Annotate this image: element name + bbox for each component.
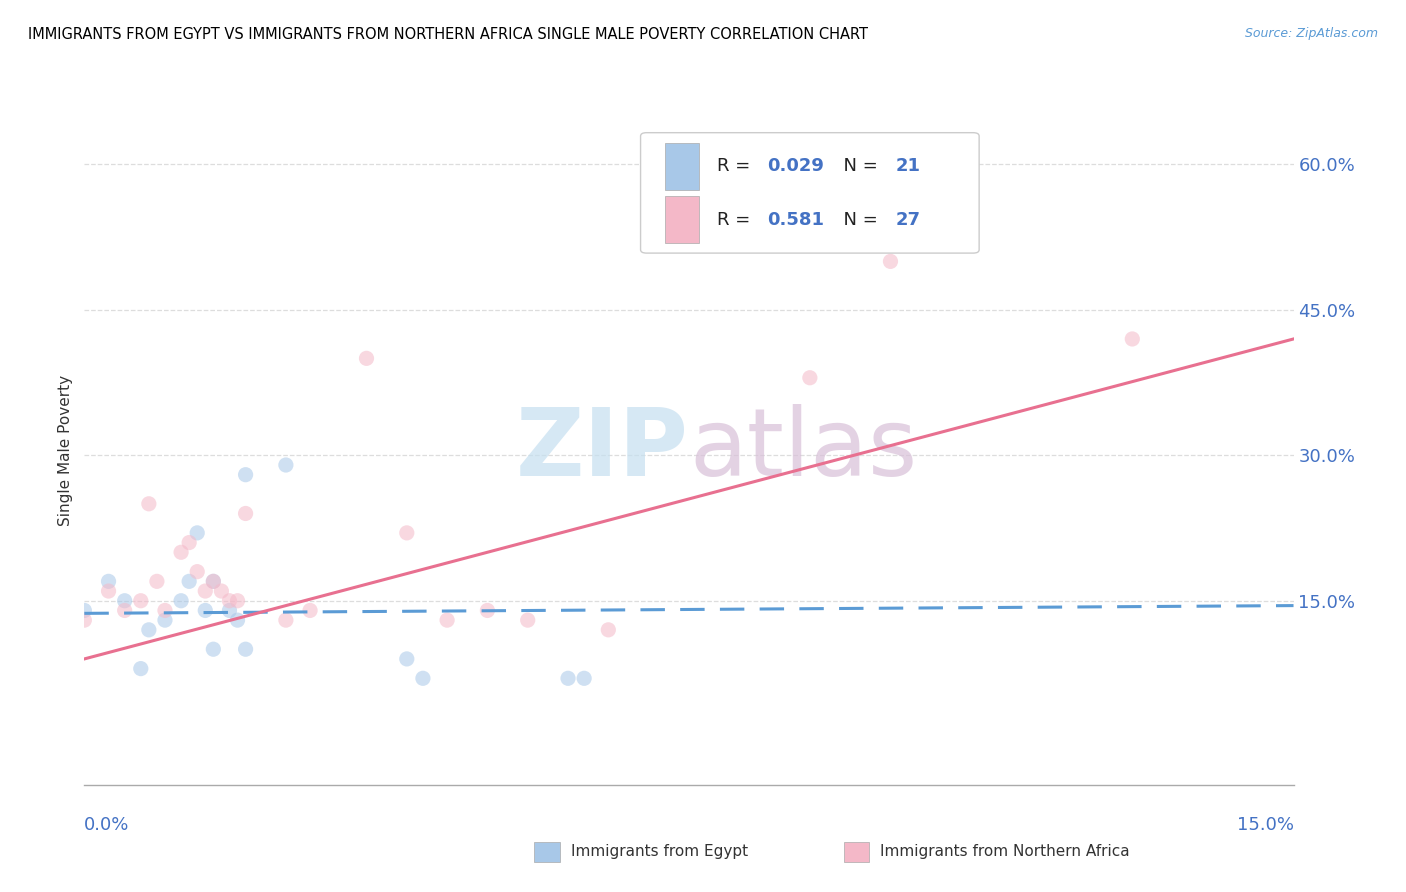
Point [209, 584, 232, 599]
Text: atlas: atlas [689, 404, 917, 497]
FancyBboxPatch shape [665, 196, 699, 244]
Y-axis label: Single Male Poverty: Single Male Poverty [58, 375, 73, 526]
Point [516, 613, 538, 627]
Text: Source: ZipAtlas.com: Source: ZipAtlas.com [1244, 27, 1378, 40]
Point [799, 370, 821, 384]
Point [97, 584, 120, 599]
Point [194, 603, 217, 617]
Point [202, 574, 225, 589]
Point [395, 525, 418, 540]
Text: 0.029: 0.029 [768, 157, 824, 175]
Point [598, 623, 620, 637]
Point [114, 603, 136, 617]
Point [73, 603, 96, 617]
Point [412, 671, 434, 685]
Point [218, 593, 240, 607]
Text: 21: 21 [896, 157, 921, 175]
Point [179, 535, 201, 549]
Point [436, 613, 458, 627]
FancyBboxPatch shape [641, 133, 979, 253]
Point [186, 565, 208, 579]
Point [477, 603, 499, 617]
Text: 27: 27 [896, 211, 921, 228]
Point [138, 497, 160, 511]
Text: 15.0%: 15.0% [1236, 816, 1294, 834]
Point [153, 603, 176, 617]
FancyBboxPatch shape [665, 143, 699, 190]
Text: ZIP: ZIP [516, 404, 689, 497]
Point [194, 584, 217, 599]
Point [235, 642, 257, 657]
Point [153, 613, 176, 627]
Point [356, 351, 378, 366]
Point [73, 613, 96, 627]
Point [129, 593, 152, 607]
Text: R =: R = [717, 157, 756, 175]
Text: 0.0%: 0.0% [84, 816, 129, 834]
Point [879, 254, 901, 268]
Point [202, 642, 225, 657]
Text: 0.581: 0.581 [768, 211, 824, 228]
Point [226, 593, 249, 607]
Point [170, 545, 193, 559]
Point [572, 671, 595, 685]
Point [114, 593, 136, 607]
Point [235, 507, 257, 521]
Point [97, 574, 120, 589]
Point [274, 613, 297, 627]
Point [274, 458, 297, 472]
Point [1121, 332, 1143, 346]
Point [218, 603, 240, 617]
Point [146, 574, 169, 589]
Text: R =: R = [717, 211, 756, 228]
Text: Immigrants from Egypt: Immigrants from Egypt [571, 845, 748, 859]
Point [170, 593, 193, 607]
Point [226, 613, 249, 627]
Point [138, 623, 160, 637]
Text: N =: N = [831, 157, 883, 175]
Point [202, 574, 225, 589]
Point [186, 525, 208, 540]
Point [179, 574, 201, 589]
Point [129, 662, 152, 676]
Text: Immigrants from Northern Africa: Immigrants from Northern Africa [880, 845, 1130, 859]
Point [235, 467, 257, 482]
Text: N =: N = [831, 211, 883, 228]
Text: IMMIGRANTS FROM EGYPT VS IMMIGRANTS FROM NORTHERN AFRICA SINGLE MALE POVERTY COR: IMMIGRANTS FROM EGYPT VS IMMIGRANTS FROM… [28, 27, 868, 42]
Point [557, 671, 579, 685]
Point [299, 603, 322, 617]
Point [395, 652, 418, 666]
